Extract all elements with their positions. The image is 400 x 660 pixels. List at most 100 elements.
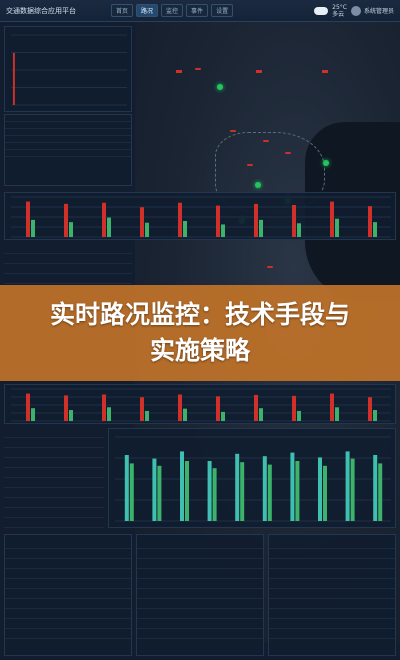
bar[interactable] bbox=[330, 393, 334, 421]
bar[interactable] bbox=[335, 218, 339, 237]
table-row[interactable] bbox=[5, 599, 131, 609]
bar[interactable] bbox=[292, 205, 296, 237]
bar[interactable] bbox=[221, 224, 225, 237]
table-row[interactable] bbox=[4, 478, 104, 488]
table-row[interactable] bbox=[269, 579, 395, 589]
bar[interactable] bbox=[267, 464, 272, 521]
map-marker[interactable] bbox=[247, 164, 253, 166]
bar[interactable] bbox=[140, 207, 144, 237]
table-row[interactable] bbox=[137, 629, 263, 639]
bar[interactable] bbox=[297, 223, 301, 237]
tab-events[interactable]: 事件 bbox=[186, 4, 209, 17]
table-row[interactable] bbox=[5, 579, 131, 589]
table-row[interactable] bbox=[137, 569, 263, 579]
map-marker[interactable] bbox=[267, 266, 273, 268]
table-row[interactable] bbox=[269, 609, 395, 619]
bar[interactable] bbox=[254, 203, 258, 237]
tab-monitor[interactable]: 监控 bbox=[161, 4, 184, 17]
table-row[interactable] bbox=[269, 549, 395, 559]
table-row[interactable] bbox=[4, 458, 104, 468]
bar[interactable] bbox=[185, 461, 189, 521]
bar[interactable] bbox=[221, 411, 225, 421]
bar[interactable] bbox=[157, 465, 162, 521]
bar[interactable] bbox=[64, 395, 68, 421]
bar[interactable] bbox=[26, 201, 30, 237]
bar[interactable] bbox=[254, 394, 258, 421]
table-row[interactable] bbox=[137, 579, 263, 589]
table-row[interactable] bbox=[269, 559, 395, 569]
bar[interactable] bbox=[107, 217, 111, 237]
map-point[interactable] bbox=[255, 182, 261, 188]
bar[interactable] bbox=[323, 465, 327, 521]
table-row[interactable] bbox=[4, 498, 104, 508]
bar[interactable] bbox=[26, 393, 30, 421]
map-marker[interactable] bbox=[230, 130, 236, 132]
table-row[interactable] bbox=[269, 599, 395, 609]
bar[interactable] bbox=[180, 451, 184, 521]
bar[interactable] bbox=[212, 468, 217, 521]
bar[interactable] bbox=[373, 455, 378, 521]
bar[interactable] bbox=[297, 410, 301, 421]
table-row[interactable] bbox=[137, 609, 263, 619]
table-row[interactable] bbox=[4, 438, 104, 448]
bar[interactable] bbox=[292, 395, 296, 421]
bar[interactable] bbox=[31, 219, 35, 237]
bar[interactable] bbox=[140, 397, 144, 421]
table-row[interactable] bbox=[4, 274, 132, 284]
bar[interactable] bbox=[183, 408, 187, 421]
bar[interactable] bbox=[318, 457, 322, 521]
table-row[interactable] bbox=[5, 559, 131, 569]
table-row[interactable] bbox=[4, 468, 104, 478]
map-marker[interactable] bbox=[195, 68, 201, 70]
bar[interactable] bbox=[290, 452, 295, 521]
bar[interactable] bbox=[152, 458, 157, 521]
bar[interactable] bbox=[145, 222, 149, 237]
tab-traffic[interactable]: 路况 bbox=[136, 4, 159, 17]
bar[interactable] bbox=[259, 408, 263, 421]
user-menu[interactable]: 系统管理员 bbox=[350, 5, 394, 16]
table-row[interactable] bbox=[137, 599, 263, 609]
map-marker[interactable] bbox=[263, 140, 269, 142]
bar[interactable] bbox=[295, 461, 300, 521]
bar[interactable] bbox=[129, 463, 134, 521]
map-point[interactable] bbox=[323, 160, 329, 166]
table-row[interactable] bbox=[5, 569, 131, 579]
table-row[interactable] bbox=[4, 508, 104, 518]
bar[interactable] bbox=[69, 222, 73, 237]
bar[interactable] bbox=[64, 203, 68, 237]
table-row[interactable] bbox=[269, 589, 395, 599]
table-row[interactable] bbox=[137, 589, 263, 599]
bar[interactable] bbox=[183, 221, 187, 237]
bar[interactable] bbox=[145, 410, 149, 421]
bar[interactable] bbox=[124, 455, 129, 521]
bar[interactable] bbox=[31, 408, 35, 421]
bar[interactable] bbox=[330, 201, 334, 237]
table-row[interactable] bbox=[4, 518, 104, 528]
bar[interactable] bbox=[216, 205, 220, 237]
bar[interactable] bbox=[207, 461, 212, 521]
table-row[interactable] bbox=[269, 619, 395, 629]
bar[interactable] bbox=[102, 394, 106, 421]
bar[interactable] bbox=[69, 410, 73, 421]
bar[interactable] bbox=[240, 462, 245, 521]
table-row[interactable] bbox=[5, 619, 131, 629]
table-row[interactable] bbox=[4, 254, 132, 264]
bar[interactable] bbox=[262, 456, 267, 521]
table-row[interactable] bbox=[137, 559, 263, 569]
table-row[interactable] bbox=[5, 589, 131, 599]
table-row[interactable] bbox=[5, 609, 131, 619]
table-row[interactable] bbox=[269, 629, 395, 639]
map-marker[interactable] bbox=[285, 152, 291, 154]
bar[interactable] bbox=[368, 206, 372, 237]
bar[interactable] bbox=[259, 219, 263, 237]
table-row[interactable] bbox=[5, 629, 131, 639]
table-row[interactable] bbox=[5, 549, 131, 559]
table-row[interactable] bbox=[137, 619, 263, 629]
bar[interactable] bbox=[216, 396, 220, 421]
bar[interactable] bbox=[335, 407, 339, 421]
table-row[interactable] bbox=[4, 448, 104, 458]
bar[interactable] bbox=[373, 410, 377, 421]
bar[interactable] bbox=[345, 451, 350, 521]
bar[interactable] bbox=[350, 458, 355, 521]
bar[interactable] bbox=[102, 202, 106, 237]
